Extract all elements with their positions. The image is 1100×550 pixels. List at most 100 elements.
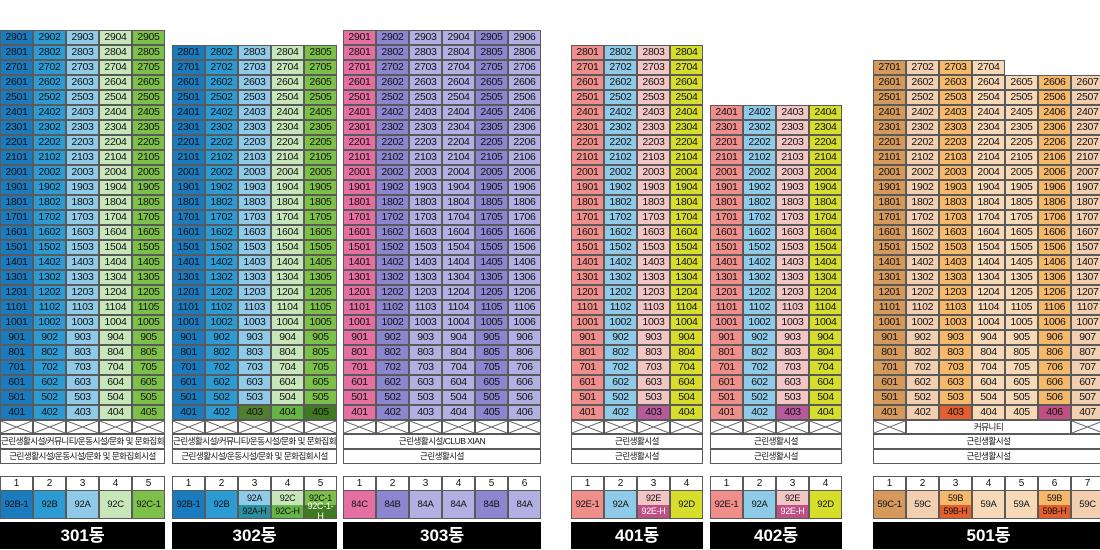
unit-cell[interactable]: 2004 [809,165,842,180]
unit-cell[interactable]: 1301 [172,270,205,285]
unit-cell[interactable]: 2003 [637,165,670,180]
unit-cell[interactable]: 2505 [475,90,508,105]
unit-cell[interactable]: 2202 [906,135,939,150]
unit-cell[interactable]: 2906 [508,30,541,45]
unit-cell[interactable]: 2303 [409,120,442,135]
unit-cell[interactable]: 2501 [873,90,906,105]
unit-cell[interactable]: 1101 [710,300,743,315]
unit-cell[interactable]: 1402 [604,255,637,270]
unit-cell[interactable]: 903 [939,330,972,345]
unit-cell[interactable]: 2204 [972,135,1005,150]
unit-cell[interactable]: 2704 [442,60,475,75]
unit-cell[interactable]: 2004 [670,165,703,180]
unit-cell[interactable]: 903 [409,330,442,345]
unit-cell[interactable]: 402 [604,405,637,420]
unit-cell[interactable]: 2506 [1038,90,1071,105]
unit-cell[interactable]: 401 [710,405,743,420]
unit-cell[interactable]: 1703 [637,210,670,225]
unit-cell[interactable]: 1801 [172,195,205,210]
unit-cell[interactable]: 1305 [304,270,337,285]
unit-cell[interactable]: 1201 [343,285,376,300]
unit-cell[interactable]: 1202 [743,285,776,300]
unit-cell[interactable]: 2407 [1071,105,1100,120]
unit-cell[interactable]: 504 [442,390,475,405]
unit-cell[interactable]: 1905 [132,180,165,195]
unit-cell[interactable]: 2002 [604,165,637,180]
unit-cell[interactable]: 2904 [442,30,475,45]
unit-cell[interactable]: 1302 [205,270,238,285]
unit-cell[interactable]: 2104 [271,150,304,165]
unit-cell[interactable]: 705 [304,360,337,375]
unit-cell[interactable]: 2901 [343,30,376,45]
unit-cell[interactable]: 2502 [906,90,939,105]
unit-cell[interactable]: 1505 [132,240,165,255]
unit-cell[interactable]: 404 [271,405,304,420]
unit-cell[interactable]: 1503 [776,240,809,255]
unit-cell[interactable]: 501 [0,390,33,405]
unit-cell[interactable]: 701 [0,360,33,375]
unit-cell[interactable]: 1003 [238,315,271,330]
unit-cell[interactable]: 2704 [99,60,132,75]
unit-cell[interactable]: 1501 [0,240,33,255]
unit-cell[interactable]: 1305 [1005,270,1038,285]
unit-cell[interactable]: 1804 [99,195,132,210]
unit-cell[interactable]: 2006 [1038,165,1071,180]
unit-cell[interactable]: 1003 [776,315,809,330]
unit-cell[interactable]: 1401 [172,255,205,270]
unit-cell[interactable]: 801 [0,345,33,360]
unit-cell[interactable]: 2502 [376,90,409,105]
unit-cell[interactable]: 1202 [376,285,409,300]
unit-cell[interactable]: 1401 [571,255,604,270]
unit-cell[interactable]: 405 [475,405,508,420]
unit-cell[interactable]: 503 [776,390,809,405]
unit-cell[interactable]: 2405 [475,105,508,120]
unit-cell[interactable]: 1602 [205,225,238,240]
unit-cell[interactable]: 2701 [172,60,205,75]
unit-cell[interactable]: 2602 [205,75,238,90]
unit-cell[interactable]: 1703 [409,210,442,225]
unit-cell[interactable]: 701 [710,360,743,375]
unit-cell[interactable]: 1301 [343,270,376,285]
unit-cell[interactable]: 1107 [1071,300,1100,315]
unit-cell[interactable]: 602 [376,375,409,390]
unit-cell[interactable]: 1105 [304,300,337,315]
unit-cell[interactable]: 2305 [132,120,165,135]
unit-cell[interactable]: 706 [1038,360,1071,375]
unit-cell[interactable]: 1601 [571,225,604,240]
unit-cell[interactable]: 1402 [743,255,776,270]
unit-cell[interactable]: 1904 [271,180,304,195]
unit-cell[interactable]: 505 [475,390,508,405]
unit-cell[interactable]: 2003 [66,165,99,180]
unit-cell[interactable]: 2805 [475,45,508,60]
unit-cell[interactable]: 1104 [99,300,132,315]
unit-cell[interactable]: 2404 [99,105,132,120]
unit-cell[interactable]: 1905 [1005,180,1038,195]
unit-cell[interactable]: 1203 [637,285,670,300]
unit-cell[interactable]: 1805 [475,195,508,210]
unit-cell[interactable]: 1506 [1038,240,1071,255]
unit-cell[interactable]: 803 [238,345,271,360]
unit-cell[interactable]: 2201 [571,135,604,150]
unit-cell[interactable]: 2302 [376,120,409,135]
unit-cell[interactable]: 504 [99,390,132,405]
unit-cell[interactable]: 2501 [571,90,604,105]
unit-cell[interactable]: 2103 [66,150,99,165]
unit-cell[interactable]: 403 [409,405,442,420]
unit-cell[interactable]: 801 [710,345,743,360]
unit-cell[interactable]: 1801 [343,195,376,210]
unit-cell[interactable]: 1704 [972,210,1005,225]
unit-cell[interactable]: 701 [873,360,906,375]
unit-cell[interactable]: 1001 [172,315,205,330]
unit-cell[interactable]: 2604 [99,75,132,90]
unit-cell[interactable]: 1502 [376,240,409,255]
unit-cell[interactable]: 1604 [809,225,842,240]
unit-cell[interactable]: 901 [172,330,205,345]
unit-cell[interactable]: 1606 [508,225,541,240]
unit-cell[interactable]: 1004 [972,315,1005,330]
unit-cell[interactable]: 501 [710,390,743,405]
unit-cell[interactable]: 2203 [637,135,670,150]
unit-cell[interactable]: 1006 [508,315,541,330]
unit-cell[interactable]: 906 [508,330,541,345]
unit-cell[interactable]: 2204 [670,135,703,150]
unit-cell[interactable]: 1104 [972,300,1005,315]
